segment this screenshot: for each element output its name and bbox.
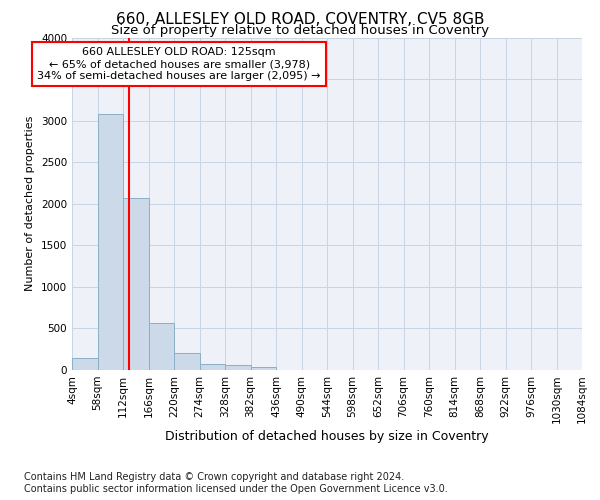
Bar: [149, 322, 174, 370]
Y-axis label: Number of detached properties: Number of detached properties: [25, 116, 35, 292]
Bar: [97, 114, 123, 370]
Bar: [123, 198, 149, 370]
Bar: [174, 354, 199, 370]
Bar: [251, 366, 276, 370]
Text: 660 ALLESLEY OLD ROAD: 125sqm
← 65% of detached houses are smaller (3,978)
34% o: 660 ALLESLEY OLD ROAD: 125sqm ← 65% of d…: [37, 48, 321, 80]
Bar: [72, 358, 97, 370]
X-axis label: Distribution of detached houses by size in Coventry: Distribution of detached houses by size …: [165, 430, 489, 444]
Text: Contains HM Land Registry data © Crown copyright and database right 2024.
Contai: Contains HM Land Registry data © Crown c…: [24, 472, 448, 494]
Text: 660, ALLESLEY OLD ROAD, COVENTRY, CV5 8GB: 660, ALLESLEY OLD ROAD, COVENTRY, CV5 8G…: [116, 12, 484, 28]
Bar: [200, 364, 225, 370]
Text: Size of property relative to detached houses in Coventry: Size of property relative to detached ho…: [111, 24, 489, 37]
Bar: [225, 366, 251, 370]
